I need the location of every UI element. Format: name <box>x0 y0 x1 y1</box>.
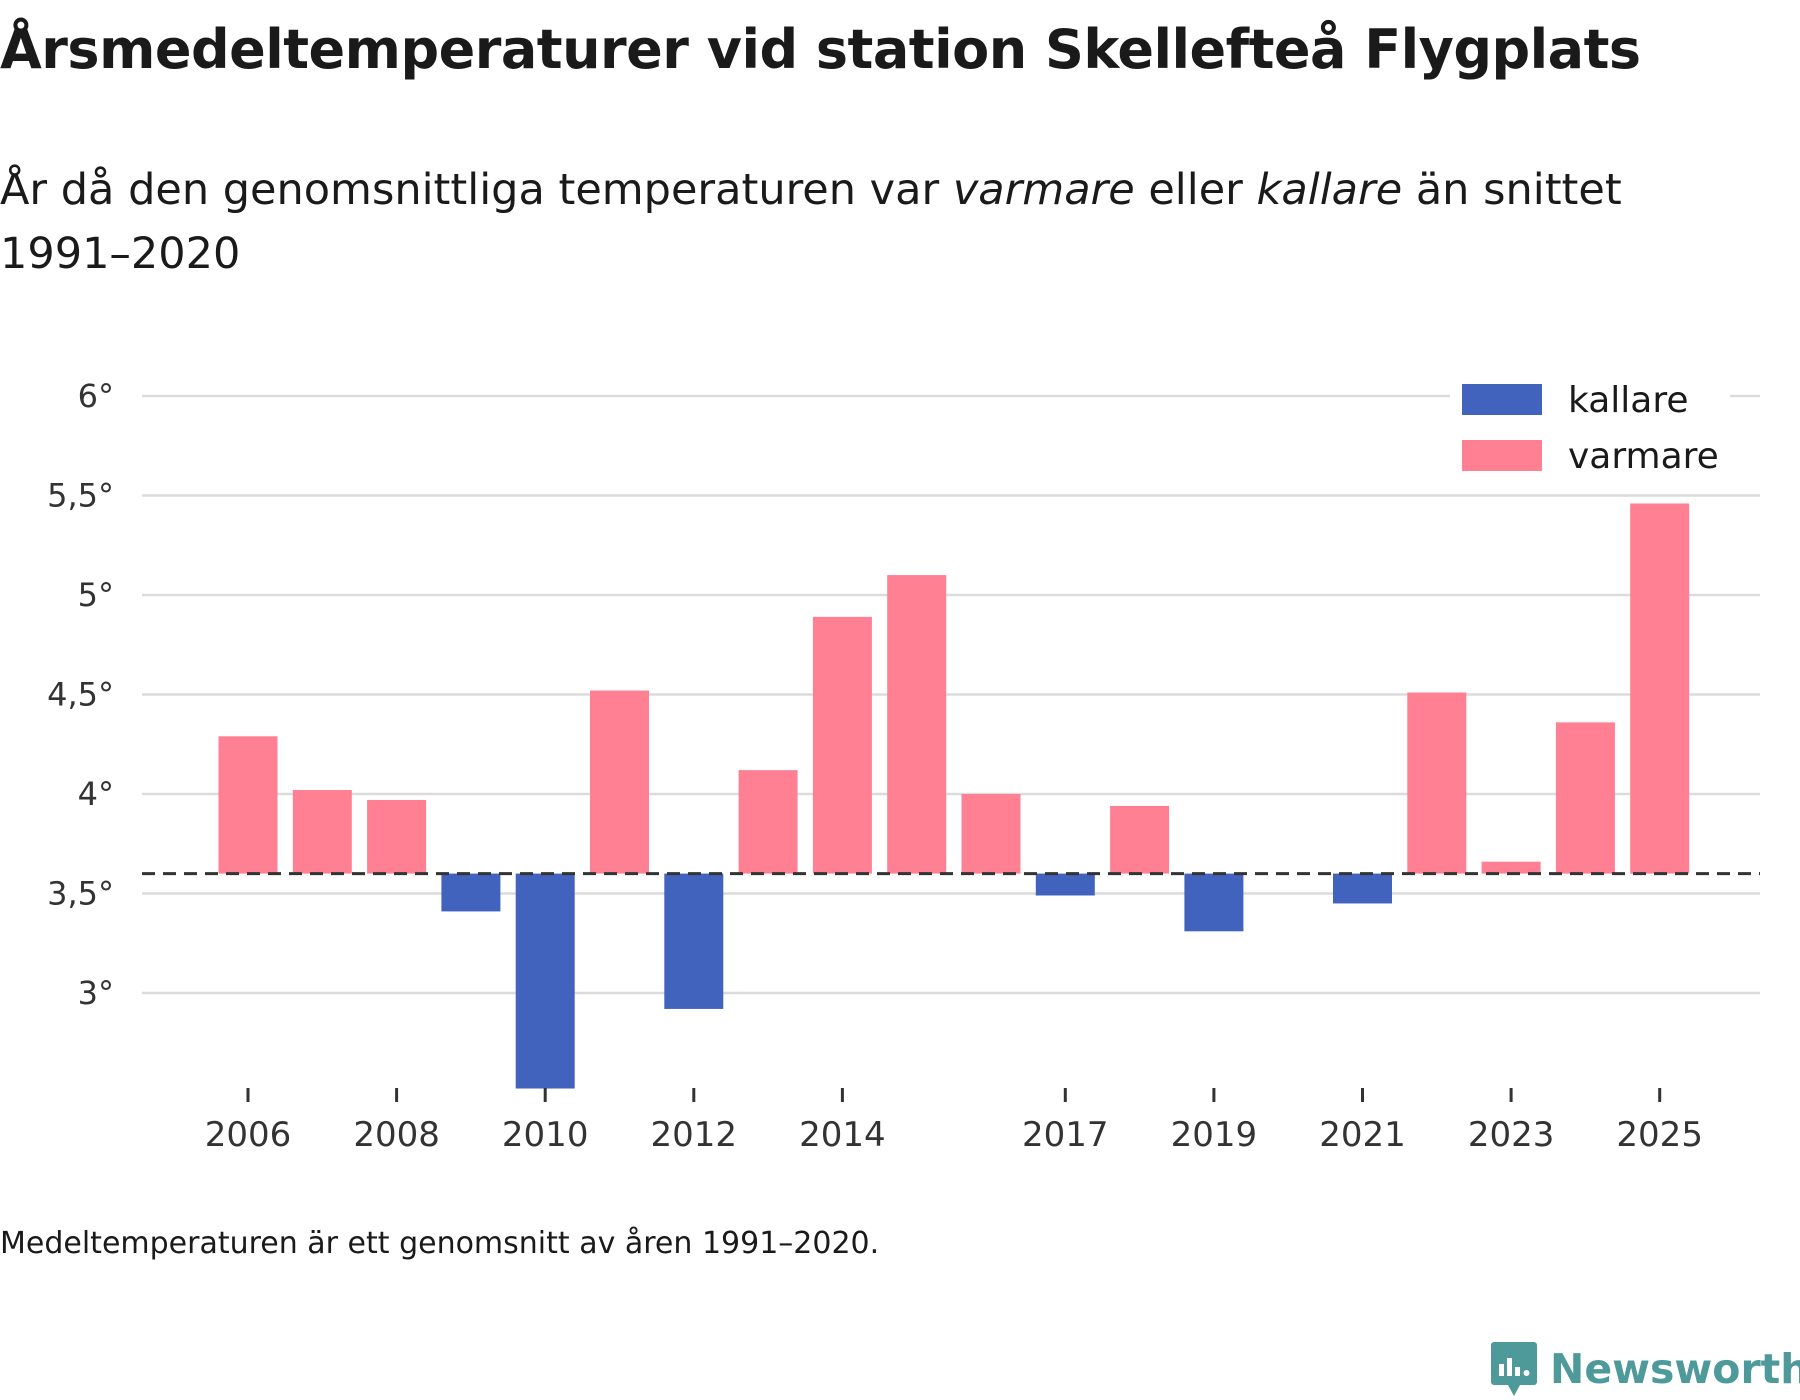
y-tick-label: 4,5° <box>47 676 114 714</box>
bar-2025 <box>1630 503 1690 874</box>
x-tick-label: 2006 <box>205 1115 292 1155</box>
x-tick-label: 2025 <box>1616 1115 1703 1155</box>
subtitle-emphasis-warmer: varmare <box>952 165 1135 215</box>
bar-2022 <box>1407 692 1467 874</box>
chart-subtitle: År då den genomsnittliga temperaturen va… <box>0 158 1760 286</box>
legend: kallare varmare <box>1450 376 1730 494</box>
bar-2018 <box>1110 805 1170 874</box>
x-axis-ticks: 2006 2008 2010 2012 2014 2017 2019 2021 2023 2025 <box>205 1088 1703 1155</box>
x-tick-label: 2012 <box>651 1115 738 1155</box>
x-tick-label: 2021 <box>1319 1115 1406 1155</box>
legend-label-varmare: varmare <box>1568 436 1719 477</box>
footnote: Medeltemperaturen är ett genomsnitt av å… <box>0 1226 880 1261</box>
x-tick-label: 2008 <box>353 1115 440 1155</box>
subtitle-emphasis-colder: kallare <box>1256 165 1403 215</box>
bar-2006 <box>218 736 278 874</box>
legend-swatch-varmare <box>1462 440 1542 471</box>
bar-2015 <box>887 575 947 874</box>
x-tick-label: 2017 <box>1022 1115 1109 1155</box>
x-tick-label: 2019 <box>1171 1115 1258 1155</box>
bar-2016 <box>961 794 1021 874</box>
subtitle-text-2: eller <box>1134 165 1257 215</box>
bar-2019 <box>1184 873 1244 932</box>
x-tick-label: 2014 <box>799 1115 886 1155</box>
x-tick-label: 2010 <box>502 1115 589 1155</box>
y-tick-label: 6° <box>78 377 114 415</box>
brand-name: Newsworthy <box>1550 1345 1800 1393</box>
y-tick-label: 5° <box>78 576 114 614</box>
bar-2010 <box>515 873 575 1089</box>
y-tick-label: 3,5° <box>47 875 114 913</box>
bar-2012 <box>664 873 724 1009</box>
bar-2017 <box>1035 873 1095 896</box>
bar-2014 <box>812 616 872 874</box>
bar-2009 <box>441 873 501 912</box>
bar-2007 <box>292 790 352 874</box>
y-tick-label: 5,5° <box>47 477 114 515</box>
legend-label-kallare: kallare <box>1568 380 1689 421</box>
legend-swatch-kallare <box>1462 384 1542 415</box>
bar-2008 <box>367 799 427 874</box>
bar-2021 <box>1333 873 1392 904</box>
subtitle-text-1: År då den genomsnittliga temperaturen va… <box>0 165 953 215</box>
bar-2024 <box>1555 722 1615 874</box>
bar-2023 <box>1481 861 1541 874</box>
subtitle-text-3: än snittet 1991–2020 <box>0 165 1622 279</box>
y-tick-label: 3° <box>78 974 114 1012</box>
y-axis-tick-labels: 3° 3,5° 4° 4,5° 5° 5,5° 6° <box>47 377 114 1012</box>
bars <box>218 503 1690 1089</box>
chart-title: Årsmedeltemperaturer vid station Skellef… <box>0 18 1641 81</box>
temperature-bar-chart: 3° 3,5° 4° 4,5° 5° 5,5° 6° 2006 2008 2010 2012 201… <box>47 376 1760 1155</box>
bar-2011 <box>590 690 649 874</box>
x-tick-label: 2023 <box>1468 1115 1555 1155</box>
y-tick-label: 4° <box>78 775 114 813</box>
newsworthy-logo-icon <box>1491 1342 1537 1396</box>
bar-2013 <box>738 770 798 874</box>
brand-logo[interactable]: Newsworthy <box>1490 1340 1800 1398</box>
